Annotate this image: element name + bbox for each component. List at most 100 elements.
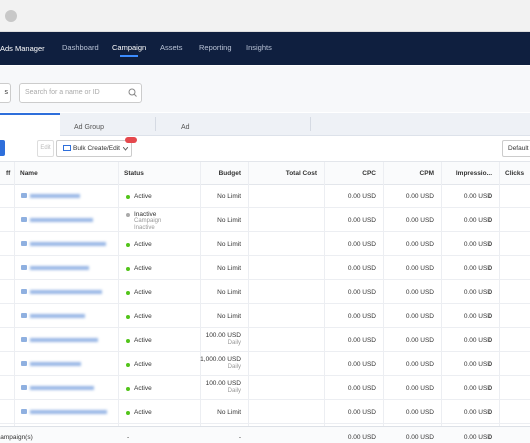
window-button[interactable]: [5, 10, 17, 22]
column-header[interactable]: CPM: [419, 170, 434, 177]
cell: 0.00 USD: [405, 385, 434, 392]
name-blurred: [30, 218, 93, 222]
cell: 0.00 USD: [347, 289, 376, 296]
status: Active: [134, 289, 152, 296]
name-blurred: [30, 410, 107, 414]
nav-tab[interactable]: Campaign: [112, 43, 147, 52]
column-divider: [14, 162, 15, 443]
cell: 0.00 USD: [347, 409, 376, 416]
level-tab-active[interactable]: [0, 113, 60, 136]
cell: 0.00 USD: [463, 409, 492, 416]
cell: Daily: [227, 388, 241, 394]
row: [0, 184, 530, 208]
status: Active: [134, 385, 152, 392]
cell: Daily: [227, 364, 241, 370]
column-divider: [441, 162, 442, 443]
status: Active: [134, 409, 152, 416]
column-header[interactable]: Clicks: [505, 170, 525, 177]
search-box[interactable]: Search for a name or ID: [19, 83, 142, 103]
bulk-button[interactable]: Bulk Create/Edit: [56, 140, 132, 157]
row: [0, 376, 530, 400]
nav-tab[interactable]: Assets: [160, 43, 183, 52]
column-header[interactable]: Budget: [218, 170, 241, 177]
cell: No Limit: [217, 265, 241, 272]
column-header[interactable]: Status: [124, 170, 144, 177]
cell: 0: [488, 434, 492, 441]
cell: 0.00 USD: [405, 289, 434, 296]
status: Active: [134, 241, 152, 248]
cell: 0.00 USD: [347, 241, 376, 248]
name-icon: [21, 409, 27, 414]
cell: 1,000.00 USD: [200, 356, 241, 363]
cell: 0.00 USD: [347, 385, 376, 392]
column-divider: [383, 162, 384, 443]
create-button[interactable]: [0, 140, 5, 156]
cell: 0: [488, 313, 492, 320]
default-button[interactable]: Default: [502, 140, 530, 157]
cell: 0.00 USD: [347, 434, 376, 441]
column-header[interactable]: Total Cost: [285, 170, 317, 177]
nav-tab[interactable]: Insights: [246, 43, 272, 52]
cell: 0.00 USD: [463, 265, 492, 272]
name-icon: [21, 265, 27, 270]
cell: 0.00 USD: [405, 409, 434, 416]
name-icon: [21, 313, 27, 318]
bulk-label: Bulk Create/Edit: [73, 145, 120, 152]
cell: 0.00 USD: [463, 217, 492, 224]
cell: 0.00 USD: [347, 361, 376, 368]
nav-tab[interactable]: Dashboard: [62, 43, 99, 52]
cell: 0: [488, 385, 492, 392]
nav-bar: [0, 32, 530, 65]
campaign-table: ff Name Status Budget Total Cost CPC CPM Impres…: [0, 161, 530, 443]
column-divider: [248, 162, 249, 443]
level-tabs: [0, 113, 530, 136]
search-icon: [128, 88, 137, 97]
status-dot: [126, 411, 130, 415]
cell: 0: [488, 337, 492, 344]
name-blurred: [30, 362, 81, 366]
name-icon: [21, 193, 27, 198]
cell: 0: [488, 409, 492, 416]
cell: 0.00 USD: [405, 337, 434, 344]
cell: 0.00 USD: [405, 313, 434, 320]
brand: Ads Manager: [0, 44, 45, 53]
cell: 0: [488, 265, 492, 272]
level-tab[interactable]: Ad: [181, 124, 190, 131]
column-header[interactable]: Impressio...: [455, 170, 492, 177]
column-header[interactable]: Name: [20, 170, 38, 177]
cell: No Limit: [217, 217, 241, 224]
cell: 0.00 USD: [405, 434, 434, 441]
status: Active: [134, 265, 152, 272]
tab-separator: [155, 117, 156, 131]
status: Active: [134, 337, 152, 344]
name-blurred: [30, 314, 85, 318]
hot-badge: [125, 137, 137, 143]
status: Active: [134, 361, 152, 368]
status-dot: [126, 339, 130, 343]
browser-bar: [0, 0, 530, 32]
edit-button[interactable]: Edit: [37, 140, 54, 157]
cell: 0.00 USD: [463, 193, 492, 200]
column-header[interactable]: CPC: [362, 170, 376, 177]
cell: 0.00 USD: [347, 265, 376, 272]
filter-button[interactable]: s: [0, 83, 11, 103]
nav-tab[interactable]: Reporting: [199, 43, 232, 52]
cell: No Limit: [217, 241, 241, 248]
level-tab[interactable]: Ad Group: [74, 124, 104, 131]
search-placeholder: Search for a name or ID: [25, 89, 100, 96]
column-divider: [118, 162, 119, 443]
cell: No Limit: [217, 313, 241, 320]
cell: -: [238, 434, 241, 441]
cell: 0.00 USD: [463, 385, 492, 392]
cell: 0.00 USD: [405, 265, 434, 272]
status-dot: [126, 243, 130, 247]
footer-row: [0, 426, 530, 443]
cell: 0.00 USD: [463, 337, 492, 344]
name-blurred: [30, 386, 94, 390]
column-divider: [499, 162, 500, 443]
column-header[interactable]: ff: [6, 170, 11, 177]
cell: 0.00 USD: [405, 193, 434, 200]
name-icon: [21, 361, 27, 366]
cell: 0.00 USD: [463, 313, 492, 320]
row: [0, 304, 530, 328]
